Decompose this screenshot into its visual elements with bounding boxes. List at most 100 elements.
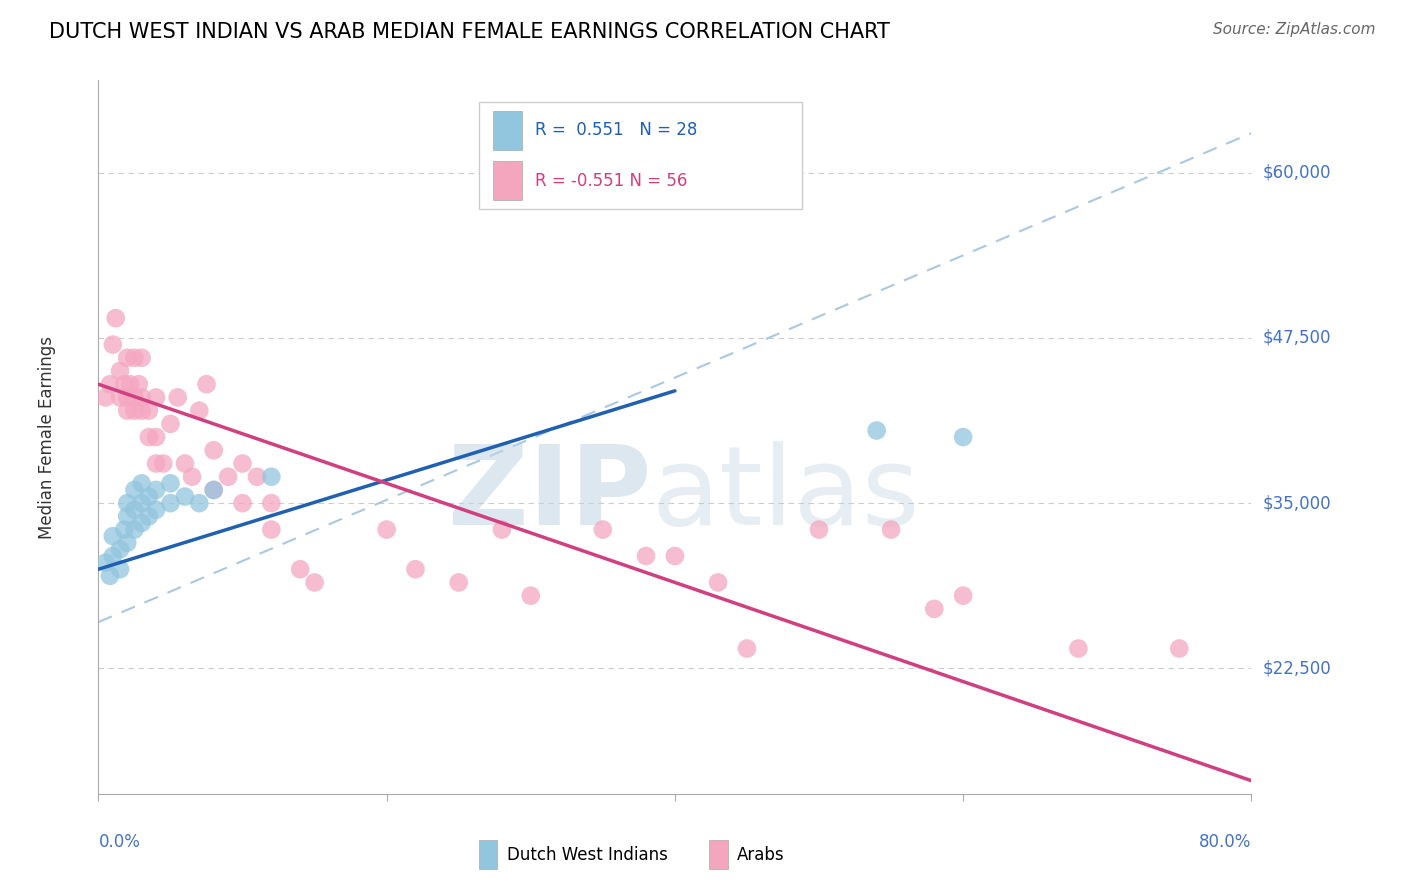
- Point: [131, 351, 153, 365]
- Point: [217, 469, 239, 483]
- Point: [174, 490, 197, 504]
- Point: [101, 529, 124, 543]
- Point: [231, 457, 254, 471]
- Point: [138, 509, 160, 524]
- Point: [120, 377, 142, 392]
- Point: [202, 483, 225, 497]
- Text: $60,000: $60,000: [1263, 164, 1331, 182]
- Point: [866, 424, 889, 438]
- Point: [104, 311, 127, 326]
- Point: [101, 549, 124, 563]
- Point: [112, 377, 135, 392]
- Text: 0.0%: 0.0%: [98, 833, 141, 851]
- Text: Source: ZipAtlas.com: Source: ZipAtlas.com: [1212, 22, 1375, 37]
- Point: [128, 377, 150, 392]
- Point: [636, 549, 658, 563]
- Point: [98, 569, 121, 583]
- Point: [707, 575, 730, 590]
- Point: [112, 523, 135, 537]
- Point: [124, 403, 146, 417]
- FancyBboxPatch shape: [479, 840, 498, 869]
- Point: [145, 483, 167, 497]
- Point: [880, 523, 903, 537]
- Point: [145, 457, 167, 471]
- Point: [117, 536, 139, 550]
- Text: 80.0%: 80.0%: [1199, 833, 1251, 851]
- Point: [375, 523, 398, 537]
- Text: $35,000: $35,000: [1263, 494, 1331, 512]
- Point: [131, 496, 153, 510]
- Point: [94, 556, 117, 570]
- Point: [447, 575, 470, 590]
- Point: [166, 391, 188, 405]
- Point: [491, 523, 513, 537]
- Point: [159, 496, 181, 510]
- Text: atlas: atlas: [652, 441, 921, 548]
- Text: DUTCH WEST INDIAN VS ARAB MEDIAN FEMALE EARNINGS CORRELATION CHART: DUTCH WEST INDIAN VS ARAB MEDIAN FEMALE …: [49, 22, 890, 42]
- Point: [260, 496, 283, 510]
- Point: [131, 391, 153, 405]
- Point: [174, 457, 197, 471]
- Point: [195, 377, 218, 392]
- Point: [260, 523, 283, 537]
- Point: [304, 575, 326, 590]
- FancyBboxPatch shape: [492, 161, 522, 200]
- Point: [138, 490, 160, 504]
- Text: Dutch West Indians: Dutch West Indians: [506, 846, 668, 863]
- Point: [246, 469, 269, 483]
- Point: [117, 496, 139, 510]
- Point: [108, 542, 131, 557]
- Point: [108, 364, 131, 378]
- Point: [94, 391, 117, 405]
- Point: [124, 502, 146, 516]
- Point: [952, 589, 974, 603]
- Text: R = -0.551 N = 56: R = -0.551 N = 56: [536, 171, 688, 189]
- Point: [181, 469, 204, 483]
- Point: [131, 516, 153, 530]
- Point: [202, 483, 225, 497]
- Point: [924, 602, 946, 616]
- Point: [117, 509, 139, 524]
- Text: $47,500: $47,500: [1263, 329, 1331, 347]
- Point: [131, 403, 153, 417]
- Point: [152, 457, 174, 471]
- Point: [117, 403, 139, 417]
- Point: [405, 562, 427, 576]
- Point: [101, 337, 124, 351]
- Point: [664, 549, 686, 563]
- Point: [117, 391, 139, 405]
- Point: [145, 502, 167, 516]
- Point: [108, 562, 131, 576]
- Point: [1168, 641, 1191, 656]
- Point: [145, 430, 167, 444]
- Point: [145, 391, 167, 405]
- Text: ZIP: ZIP: [449, 441, 652, 548]
- Text: R =  0.551   N = 28: R = 0.551 N = 28: [536, 121, 697, 139]
- Point: [952, 430, 974, 444]
- FancyBboxPatch shape: [710, 840, 728, 869]
- Point: [108, 391, 131, 405]
- Point: [124, 483, 146, 497]
- Point: [117, 351, 139, 365]
- FancyBboxPatch shape: [492, 111, 522, 150]
- Point: [124, 351, 146, 365]
- Point: [138, 430, 160, 444]
- Point: [188, 496, 211, 510]
- Point: [592, 523, 614, 537]
- Point: [131, 476, 153, 491]
- Point: [124, 523, 146, 537]
- Text: Arabs: Arabs: [737, 846, 785, 863]
- Point: [188, 403, 211, 417]
- Point: [735, 641, 758, 656]
- Text: $22,500: $22,500: [1263, 659, 1331, 677]
- Point: [231, 496, 254, 510]
- Point: [159, 476, 181, 491]
- FancyBboxPatch shape: [479, 102, 801, 209]
- Point: [1067, 641, 1090, 656]
- Point: [124, 391, 146, 405]
- Point: [290, 562, 312, 576]
- Point: [520, 589, 543, 603]
- Point: [202, 443, 225, 458]
- Point: [808, 523, 831, 537]
- Point: [260, 469, 283, 483]
